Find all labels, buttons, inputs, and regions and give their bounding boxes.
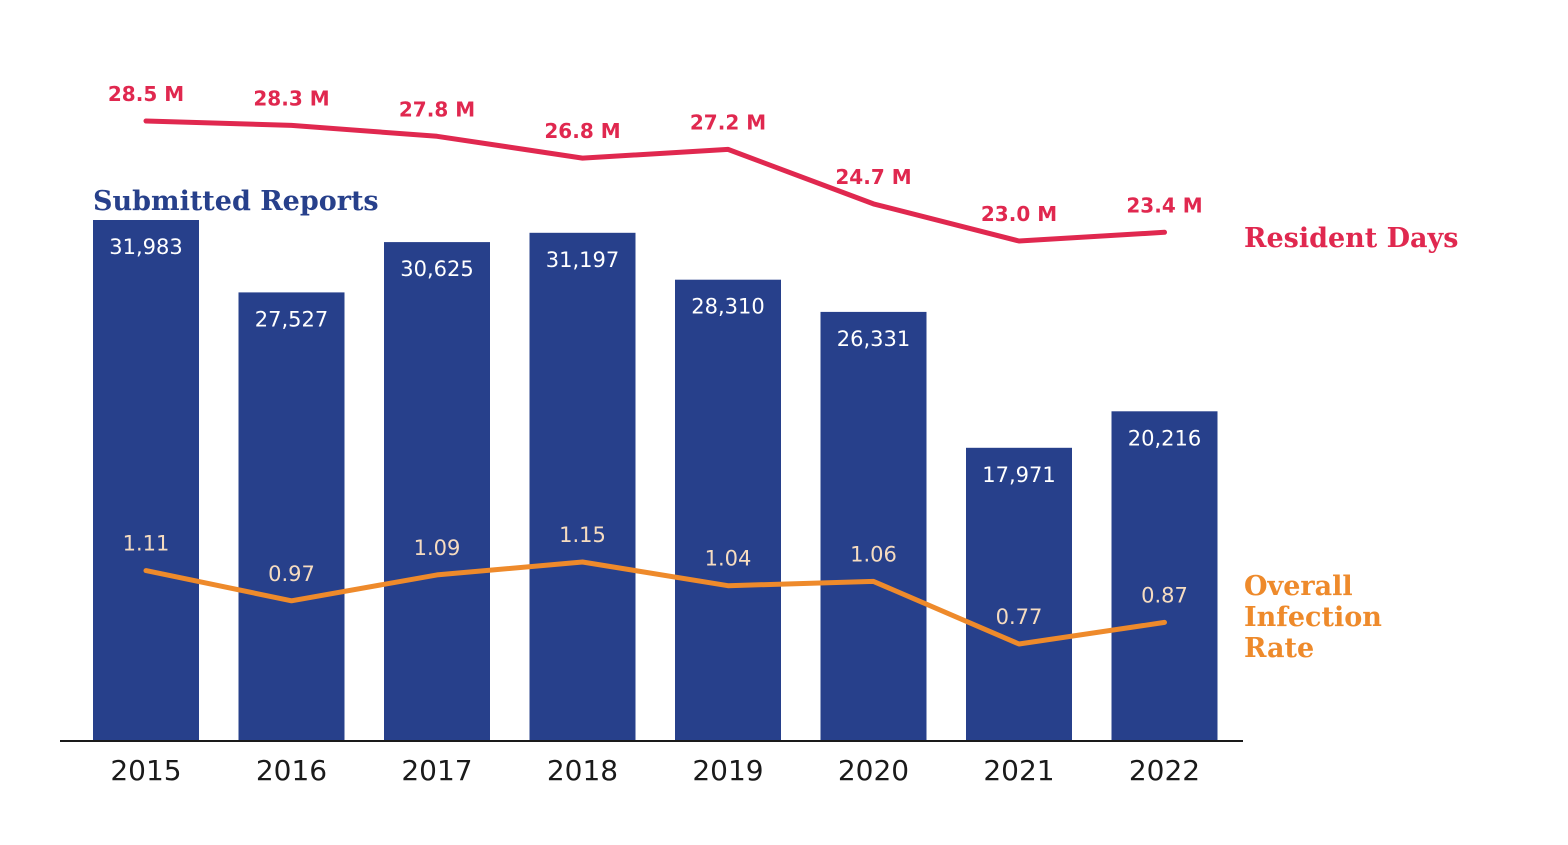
bar-label-2018: 31,197 xyxy=(546,248,619,272)
bar-label-2015: 31,983 xyxy=(109,235,182,259)
bar-label-2019: 28,310 xyxy=(691,295,764,319)
bar-2017 xyxy=(384,242,490,740)
bar-2022 xyxy=(1111,411,1218,740)
resident-days-label-2020: 24.7 M xyxy=(835,165,911,189)
x-tick-2019: 2019 xyxy=(692,754,763,787)
infection-rate-label-2019: 1.04 xyxy=(705,547,752,571)
bar-2019 xyxy=(675,279,781,740)
resident-days-label-2016: 28.3 M xyxy=(253,86,329,110)
x-tick-2015: 2015 xyxy=(110,754,181,787)
x-axis: 2015 2016 2017 2018 2019 2020 2021 2022 xyxy=(60,740,1243,787)
x-tick-2017: 2017 xyxy=(401,754,472,787)
infection-rate-label-2015: 1.11 xyxy=(123,532,170,556)
infection-rate-label-2016: 0.97 xyxy=(268,562,315,586)
bar-2015 xyxy=(93,220,199,740)
legend-infection-rate-line-1: Overall xyxy=(1244,571,1353,602)
infection-rate-label-2017: 1.09 xyxy=(414,536,461,560)
infection-rate-label-2018: 1.15 xyxy=(559,523,606,547)
bar-2016 xyxy=(238,292,345,740)
bar-labels-layer: 31,983 27,527 30,625 31,197 28,310 26,331 17,9… xyxy=(109,235,1201,487)
bar-label-2020: 26,331 xyxy=(837,327,910,351)
bar-label-2017: 30,625 xyxy=(400,257,473,281)
legend-resident-days: Resident Days xyxy=(1244,223,1458,254)
x-tick-2016: 2016 xyxy=(256,754,327,787)
infection-rate-layer: 1.11 0.97 1.09 1.15 1.04 1.06 0.77 0.87 xyxy=(123,523,1188,647)
x-tick-2020: 2020 xyxy=(838,754,909,787)
infection-rate-label-2021: 0.77 xyxy=(996,605,1043,629)
infection-rate-label-2022: 0.87 xyxy=(1141,583,1188,607)
legend-infection-rate-line-3: Rate xyxy=(1244,633,1314,664)
x-tick-2018: 2018 xyxy=(547,754,618,787)
resident-days-label-2017: 27.8 M xyxy=(399,97,475,121)
resident-days-label-2015: 28.5 M xyxy=(108,82,184,106)
resident-days-label-2018: 26.8 M xyxy=(544,119,620,143)
legend-submitted-reports: Submitted Reports xyxy=(93,186,379,217)
bar-label-2021: 17,971 xyxy=(982,463,1055,487)
resident-days-label-2021: 23.0 M xyxy=(981,202,1057,226)
resident-days-layer: 28.5 M 28.3 M 27.8 M 26.8 M 27.2 M 24.7 M 23.0… xyxy=(108,82,1203,244)
bar-label-2022: 20,216 xyxy=(1128,426,1201,450)
bar-2018 xyxy=(529,232,636,741)
infection-rate-label-2020: 1.06 xyxy=(850,542,897,566)
x-tick-2021: 2021 xyxy=(983,754,1054,787)
resident-days-line xyxy=(143,118,1167,244)
resident-days-label-2022: 23.4 M xyxy=(1126,193,1202,217)
legend-infection-rate-line-2: Infection xyxy=(1244,602,1382,633)
bar-2020 xyxy=(820,311,927,740)
resident-days-label-2019: 27.2 M xyxy=(690,110,766,134)
bar-label-2016: 27,527 xyxy=(255,307,328,331)
infection-rate-line xyxy=(143,559,1167,647)
bar-2021 xyxy=(966,447,1072,740)
bars-layer xyxy=(93,220,1218,741)
x-tick-2022: 2022 xyxy=(1129,754,1200,787)
